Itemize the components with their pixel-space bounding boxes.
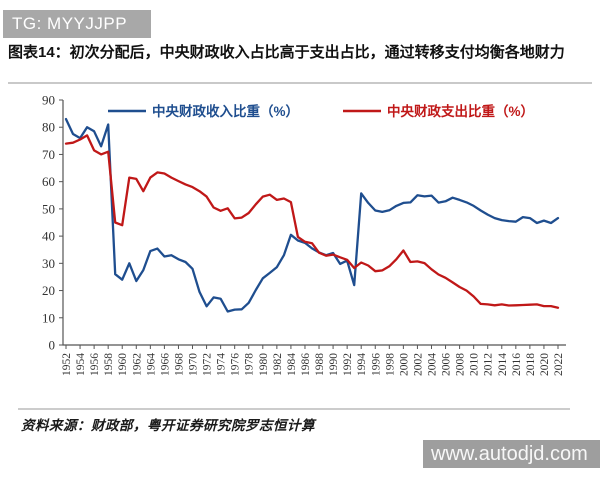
x-tick-label: 1972 [202, 353, 214, 376]
source-divider [18, 408, 570, 410]
x-tick-label: 1956 [89, 353, 101, 376]
y-tick-label: 30 [42, 256, 55, 271]
watermark-bottom-text: www.autodjd.com [431, 443, 588, 465]
x-tick-label: 2020 [539, 353, 551, 376]
x-tick-label: 1954 [75, 353, 87, 376]
x-tick-label: 1990 [328, 353, 340, 376]
x-tick-label: 1986 [300, 353, 312, 376]
x-tick-label: 2002 [412, 353, 424, 376]
x-tick-label: 1962 [131, 353, 143, 376]
x-tick-label: 2008 [455, 353, 467, 376]
y-tick-label: 80 [42, 120, 55, 135]
y-tick-label: 90 [42, 93, 55, 108]
x-tick-label: 1984 [286, 353, 298, 376]
x-tick-label: 2014 [497, 353, 509, 376]
legend-item: 中央财政支出比重（%） [343, 103, 534, 119]
source-note: 资料来源：财政部，粤开证券研究院罗志恒计算 [21, 418, 315, 433]
x-tick-label: 1996 [370, 353, 382, 376]
x-tick-label: 1968 [173, 353, 185, 376]
y-tick-label: 70 [42, 147, 55, 162]
legend-label: 中央财政支出比重（%） [387, 103, 534, 119]
x-tick-label: 1960 [117, 353, 129, 376]
x-tick-label: 1952 [61, 353, 73, 376]
x-tick-label: 2004 [426, 353, 438, 376]
page-title: 图表14：初次分配后，中央财政收入占比高于支出占比，通过转移支付均衡各地财力 [8, 44, 565, 61]
series-revenue-line [64, 117, 560, 313]
x-tick-label: 2022 [553, 353, 565, 376]
x-tick-label: 1964 [145, 353, 157, 376]
series-expenditure-line [64, 134, 560, 309]
watermark-banner-top: TG: MYYJJPP [3, 10, 151, 38]
x-tick-label: 1958 [103, 353, 115, 376]
x-tick-label: 1988 [314, 353, 326, 376]
x-tick-label: 1992 [342, 353, 354, 376]
x-tick-label: 2006 [441, 353, 453, 376]
x-tick-label: 1978 [244, 353, 256, 376]
x-tick-label: 1980 [258, 353, 270, 376]
legend-item: 中央财政收入比重（%） [108, 103, 299, 119]
y-tick-label: 60 [42, 174, 55, 189]
y-tick-label: 0 [49, 338, 56, 353]
x-tick-label: 1966 [159, 353, 171, 376]
x-tick-label: 2012 [483, 353, 495, 376]
watermark-top-text: TG: MYYJJPP [12, 14, 128, 33]
watermark-banner-bottom: www.autodjd.com [423, 440, 600, 468]
x-tick-label: 2018 [525, 353, 537, 376]
x-tick-label: 2010 [469, 353, 481, 376]
x-tick-label: 1970 [188, 353, 200, 376]
y-tick-label: 10 [42, 310, 55, 325]
x-tick-label: 1976 [230, 353, 242, 376]
x-tick-label: 1998 [384, 353, 396, 376]
x-tick-label: 2016 [511, 353, 523, 376]
x-tick-label: 1982 [272, 353, 284, 376]
axis-lines [62, 100, 566, 346]
x-tick-label: 1974 [216, 353, 228, 376]
y-tick-label: 50 [42, 201, 55, 216]
legend-label: 中央财政收入比重（%） [152, 103, 299, 119]
chart-area: 0 10 20 30 40 50 60 70 80 90 1952 1954 1956 1958 1960 1… [0, 90, 600, 395]
title-divider [8, 82, 592, 84]
y-tick-label: 40 [42, 229, 55, 244]
x-tick-label: 1994 [356, 353, 368, 376]
y-tick-label: 20 [42, 283, 55, 298]
x-tick-label: 2000 [398, 353, 410, 376]
